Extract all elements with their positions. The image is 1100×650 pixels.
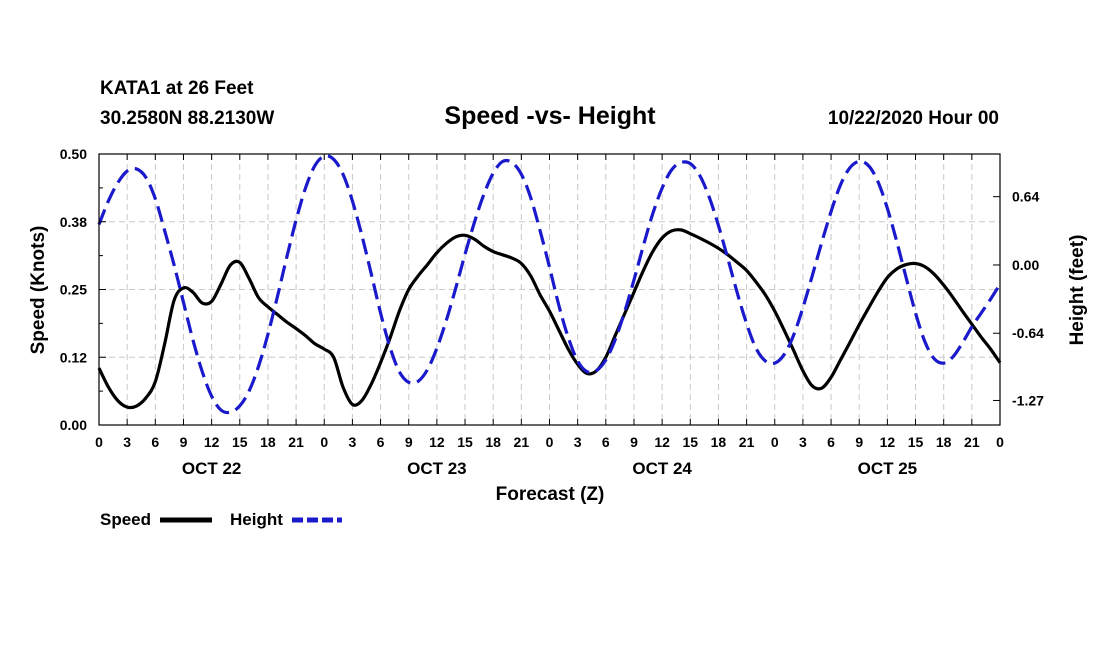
x-tick-label: 12 — [654, 434, 670, 450]
y-right-tick-label: -0.64 — [1012, 325, 1044, 341]
x-tick-label: 18 — [260, 434, 276, 450]
x-tick-label: 18 — [485, 434, 501, 450]
x-tick-label: 15 — [682, 434, 698, 450]
x-tick-label: 6 — [827, 434, 835, 450]
x-date-label: OCT 22 — [182, 459, 242, 478]
series-layer — [97, 154, 1002, 415]
x-tick-label: 12 — [880, 434, 896, 450]
coordinates-label: 30.2580N 88.2130W — [100, 108, 274, 129]
y-left-tick-label: 0.00 — [60, 417, 87, 433]
x-date-label: OCT 25 — [858, 459, 918, 478]
x-tick-label: 9 — [405, 434, 413, 450]
y-left-tick-label: 0.25 — [60, 282, 87, 298]
x-tick-label: 12 — [204, 434, 220, 450]
x-tick-label: 0 — [996, 434, 1004, 450]
chart-title: Speed -vs- Height — [444, 102, 656, 130]
y-left-tick-label: 0.50 — [60, 146, 87, 162]
grid — [99, 154, 1000, 425]
x-tick-label: 21 — [514, 434, 530, 450]
x-tick-label: 18 — [936, 434, 952, 450]
x-date-label: OCT 23 — [407, 459, 467, 478]
legend: Speed Height — [100, 510, 342, 529]
x-axis-title: Forecast (Z) — [496, 484, 605, 505]
x-tick-label: 3 — [574, 434, 582, 450]
series-line-speed — [97, 228, 1002, 410]
y-axis-right-title: Height (feet) — [1067, 235, 1088, 346]
x-tick-label: 3 — [799, 434, 807, 450]
y-axis-left-title: Speed (Knots) — [28, 226, 49, 355]
legend-height-label: Height — [230, 510, 283, 529]
x-tick-label: 21 — [288, 434, 304, 450]
x-tick-label: 15 — [457, 434, 473, 450]
x-tick-label: 15 — [232, 434, 248, 450]
legend-speed-label: Speed — [100, 510, 151, 529]
run-time-label: 10/22/2020 Hour 00 — [828, 108, 999, 129]
axis-ticks: 0 3 6 9 12 15 18 21 0 3 6 9 12 15 18 21 0 3 6 9 12 15 18 21 0 3 6 9… — [60, 146, 1044, 478]
station-label: KATA1 at 26 Feet — [100, 78, 254, 99]
x-tick-label: 21 — [964, 434, 980, 450]
x-tick-label: 15 — [908, 434, 924, 450]
series-line-height — [97, 154, 1002, 415]
y-right-tick-label: -1.27 — [1012, 392, 1044, 408]
y-left-tick-label: 0.38 — [60, 214, 87, 230]
y-right-tick-label: 0.00 — [1012, 257, 1039, 273]
x-tick-label: 0 — [95, 434, 103, 450]
x-tick-label: 0 — [546, 434, 554, 450]
y-left-tick-label: 0.12 — [60, 349, 87, 365]
x-tick-label: 6 — [151, 434, 159, 450]
x-tick-label: 21 — [739, 434, 755, 450]
y-right-tick-label: 0.64 — [1012, 189, 1039, 205]
x-date-label: OCT 24 — [632, 459, 692, 478]
x-tick-label: 18 — [711, 434, 727, 450]
x-tick-label: 12 — [429, 434, 445, 450]
x-tick-label: 9 — [855, 434, 863, 450]
x-tick-label: 0 — [320, 434, 328, 450]
x-tick-label: 3 — [349, 434, 357, 450]
x-tick-label: 3 — [123, 434, 131, 450]
x-tick-label: 6 — [602, 434, 610, 450]
x-tick-label: 6 — [377, 434, 385, 450]
x-tick-label: 9 — [180, 434, 188, 450]
x-tick-label: 9 — [630, 434, 638, 450]
x-tick-label: 0 — [771, 434, 779, 450]
